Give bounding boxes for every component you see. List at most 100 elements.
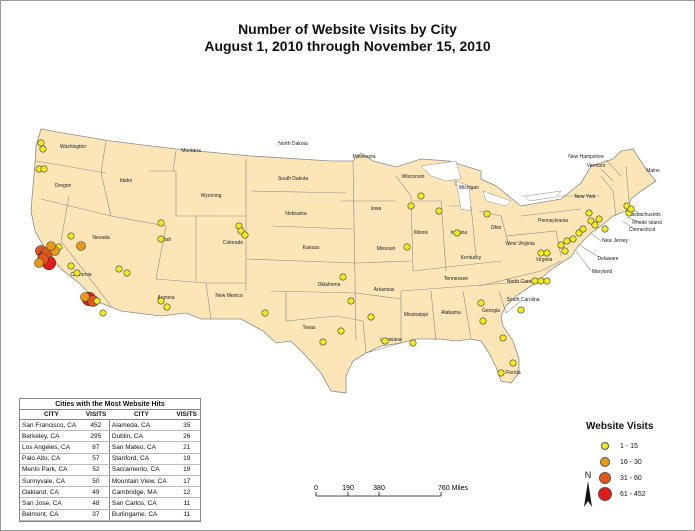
city-point	[477, 299, 485, 307]
city-point	[37, 139, 45, 147]
state-label-vermont: Vermont	[587, 163, 606, 169]
city-point	[261, 309, 269, 317]
legend-symbol	[601, 442, 609, 450]
cell-city: Los Angeles, CA	[20, 441, 83, 454]
city-point	[347, 297, 355, 305]
legend-symbol	[598, 487, 612, 501]
cell-city: Belmont, CA	[20, 509, 83, 521]
col-visits-1: VISITS	[82, 410, 110, 420]
city-point	[509, 359, 517, 367]
state-label-montana: Montana	[181, 148, 201, 154]
city-point	[517, 306, 525, 314]
legend-item: 1 - 15	[586, 438, 686, 454]
city-point	[627, 205, 635, 213]
leader-lines	[575, 159, 642, 272]
scale-tick-1: 190	[342, 485, 354, 492]
us-land	[30, 128, 657, 394]
state-label-south-carolina: South Carolina	[506, 297, 539, 303]
state-label-wyoming: Wyoming	[201, 193, 222, 199]
table-row: Sunnyvale, CA 50 Mountain View, CA 17	[20, 475, 200, 488]
cell-city: Sacramento, CA	[109, 464, 174, 476]
city-point	[157, 219, 165, 227]
top-cities-heading: Cities with the Most Website Hits	[20, 399, 200, 410]
state-label-california: California	[70, 272, 91, 278]
title-line-1: Number of Website Visits by City	[238, 21, 457, 37]
legend-item: 31 - 60	[586, 470, 686, 486]
state-label-new-hampshire: New Hampshire	[568, 154, 604, 160]
city-point	[479, 317, 487, 325]
city-point	[73, 269, 81, 277]
state-label-kansas: Kansas	[303, 245, 320, 251]
city-point	[537, 277, 545, 285]
top-cities-table: Cities with the Most Website Hits CITY V…	[19, 398, 201, 522]
city-point	[339, 273, 347, 281]
state-label-connecticut: Connecticut	[629, 227, 656, 233]
cell-city: Burlingame, CA	[109, 509, 174, 521]
cell-visits: 26	[173, 430, 200, 443]
great-lakes	[420, 160, 562, 212]
city-points	[34, 139, 635, 377]
cell-city: Dublin, CA	[109, 430, 174, 443]
state-label-north-dakota: North Dakota	[278, 141, 308, 147]
state-label-florida: Florida	[505, 370, 521, 376]
state-label-alabama: Alabama	[441, 310, 461, 316]
city-point	[34, 258, 44, 268]
city-point	[409, 339, 417, 347]
table-row: San Francisco, CA 452 Alameda, CA 35	[20, 419, 200, 432]
city-point	[543, 249, 551, 257]
city-point	[591, 221, 599, 229]
north-arrow: N	[584, 470, 592, 507]
city-point	[40, 165, 48, 173]
cell-city: San Carlos, CA	[109, 497, 174, 510]
north-arrow-icon	[584, 481, 592, 507]
city-point	[80, 292, 90, 302]
cell-visits: 19	[173, 464, 200, 476]
cell-city: Cambridge, MA	[109, 486, 174, 499]
city-point	[579, 225, 587, 233]
cell-visits: 35	[173, 419, 200, 432]
state-label-washington: Washington	[60, 144, 86, 150]
city-point	[497, 369, 505, 377]
cell-visits: 19	[173, 453, 200, 465]
cell-visits: 17	[173, 475, 200, 488]
legend-label: 16 - 30	[620, 458, 642, 466]
city-point	[601, 225, 609, 233]
cell-city: Menlo Park, CA	[20, 464, 83, 476]
city-point	[381, 337, 389, 345]
cell-city: Berkeley, CA	[20, 430, 83, 443]
city-point	[157, 297, 165, 305]
city-point	[483, 210, 491, 218]
city-point	[543, 277, 551, 285]
col-city-1: CITY	[20, 410, 83, 420]
state-label-new-mexico: New Mexico	[215, 293, 242, 299]
city-point	[39, 145, 47, 153]
state-label-virginia: Virginia	[536, 257, 553, 263]
legend-label: 31 - 60	[620, 474, 642, 482]
map-title: Number of Website Visits by City August …	[1, 21, 694, 55]
legend-symbol	[600, 457, 610, 467]
city-point	[557, 241, 565, 249]
city-point	[499, 334, 507, 342]
state-label-new-york: New York	[574, 194, 596, 200]
cell-visits: 11	[173, 497, 200, 510]
table-row: Oakland, CA 49 Cambridge, MA 12	[20, 486, 200, 499]
scale-tick-2: 380	[373, 485, 385, 492]
legend-label: 61 - 452	[620, 490, 646, 498]
scale-tick-0: 0	[314, 485, 318, 492]
city-point	[76, 241, 86, 251]
cell-visits: 295	[82, 430, 110, 443]
state-label-massachusetts: Massachusetts	[627, 212, 661, 218]
cell-city: Oakland, CA	[20, 486, 83, 499]
cell-city: Palo Alto, CA	[20, 453, 83, 465]
cell-city: San Francisco, CA	[20, 419, 83, 432]
city-point	[561, 247, 569, 255]
state-label-arizona: Arizona	[158, 295, 175, 301]
table-row: Los Angeles, CA 87 San Mateo, CA 21	[20, 441, 200, 454]
state-label-new-jersey: New Jersey	[602, 238, 629, 244]
state-label-pennsylvania: Pennsylvania	[538, 218, 568, 224]
cell-city: Sunnyvale, CA	[20, 475, 83, 488]
cell-visits: 11	[173, 509, 200, 521]
cell-visits: 12	[173, 486, 200, 499]
state-label-north-carolina: North Carolina	[507, 279, 539, 285]
